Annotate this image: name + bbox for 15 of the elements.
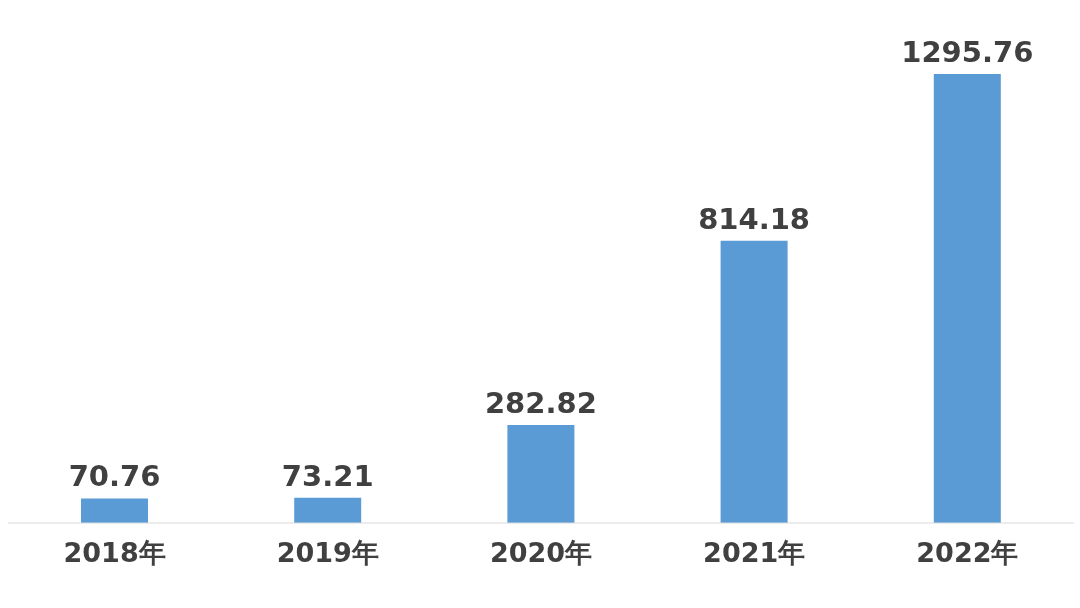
x-tick-label: 2019年 (276, 537, 379, 569)
x-tick-label: 2020年 (489, 537, 593, 569)
bar (507, 425, 575, 523)
bar (720, 240, 788, 523)
x-tick-label: 2022年 (916, 537, 1019, 569)
bar (294, 497, 362, 523)
data-label: 73.21 (281, 458, 374, 493)
data-label: 282.82 (484, 386, 597, 420)
bar (933, 74, 1001, 523)
x-tick-label: 2021年 (703, 537, 806, 569)
bar (81, 498, 148, 523)
data-label: 1295.76 (901, 35, 1034, 69)
data-label: 70.76 (68, 459, 161, 494)
data-label: 814.18 (698, 201, 811, 236)
x-tick-label: 2018年 (63, 537, 166, 569)
